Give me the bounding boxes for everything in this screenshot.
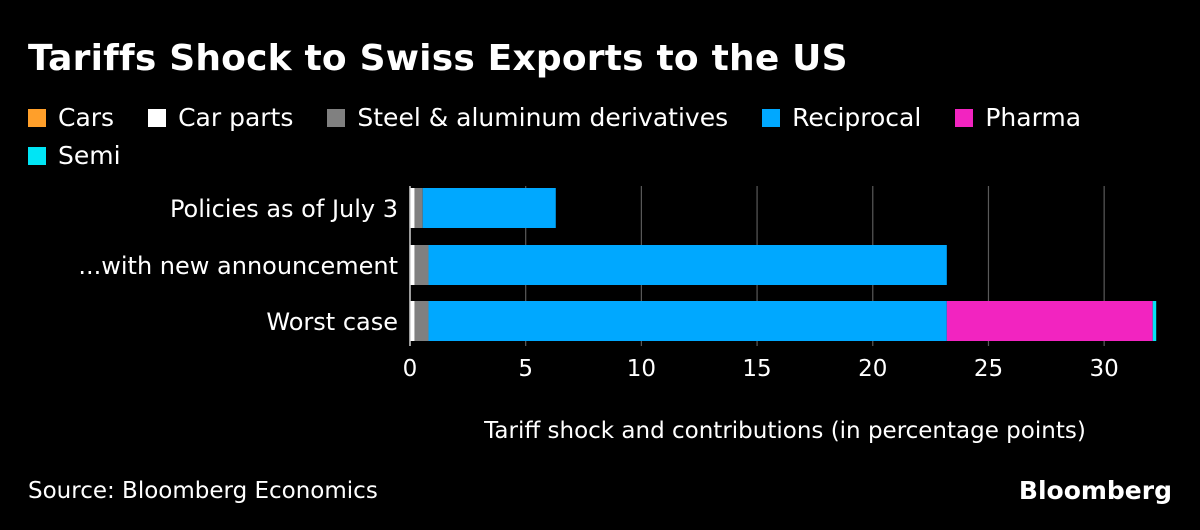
bar-semi-3 (1152, 301, 1157, 341)
brand-logo: Bloomberg (1018, 476, 1172, 505)
legend-item-semi: Semi (28, 140, 121, 172)
x-tick-label: 30 (1090, 356, 1119, 382)
category-label: ...with new announcement (78, 252, 398, 280)
bar-car-parts-2 (410, 245, 415, 285)
x-axis-label: Tariff shock and contributions (in perce… (484, 418, 1086, 444)
x-tick-label: 0 (403, 356, 418, 382)
bar-car-parts-3 (410, 301, 415, 341)
bar-pharma-3 (946, 301, 1153, 341)
x-tick-label: 5 (518, 356, 533, 382)
legend: Cars Car parts Steel & aluminum derivative… (28, 102, 1178, 172)
legend-label: Car parts (178, 103, 294, 132)
legend-item-car-parts: Car parts (148, 102, 293, 134)
legend-label: Semi (58, 141, 121, 170)
legend-swatch-pharma (955, 109, 974, 127)
legend-item-steel-and-aluminum-derivatives: Steel & aluminum derivatives (327, 102, 728, 134)
x-tick-label: 20 (858, 356, 887, 382)
x-tick-label: 25 (974, 356, 1003, 382)
legend-swatch-semi (28, 147, 46, 165)
legend-item-reciprocal: Reciprocal (762, 102, 921, 134)
legend-item-pharma: Pharma (955, 102, 1081, 134)
bar-steel-and-aluminum-derivatives-2 (414, 245, 429, 285)
bar-reciprocal-1 (422, 188, 556, 228)
chart-title: Tariffs Shock to Swiss Exports to the US (28, 38, 848, 79)
legend-label: Pharma (985, 103, 1082, 132)
category-label: Policies as of July 3 (170, 195, 398, 223)
legend-item-cars: Cars (28, 102, 114, 134)
source-note: Source: Bloomberg Economics (28, 478, 378, 504)
legend-swatch-car-parts (148, 109, 167, 127)
legend-label: Cars (58, 103, 115, 132)
bar-steel-and-aluminum-derivatives-3 (414, 301, 429, 341)
bar-reciprocal-2 (428, 245, 947, 285)
x-tick-label: 10 (627, 356, 656, 382)
x-tick-label: 15 (742, 356, 771, 382)
legend-swatch-cars (28, 109, 46, 127)
bar-reciprocal-3 (428, 301, 947, 341)
legend-label: Reciprocal (792, 103, 922, 132)
bar-car-parts-1 (410, 188, 415, 228)
category-label: Worst case (266, 308, 398, 336)
legend-swatch-reciprocal (762, 109, 781, 127)
legend-swatch-steel-and-aluminum-derivatives (327, 109, 346, 127)
legend-label: Steel & aluminum derivatives (357, 103, 729, 132)
bar-steel-and-aluminum-derivatives-1 (414, 188, 423, 228)
